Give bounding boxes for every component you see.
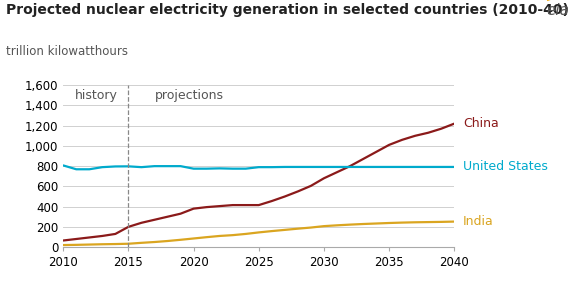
Text: United States: United States <box>463 160 548 174</box>
Text: trillion kilowatthours: trillion kilowatthours <box>6 45 128 59</box>
Text: eia: eia <box>546 3 569 18</box>
Text: projections: projections <box>155 89 224 102</box>
Text: Projected nuclear electricity generation in selected countries (2010-40): Projected nuclear electricity generation… <box>6 3 569 17</box>
Text: India: India <box>463 215 493 228</box>
Text: history: history <box>74 89 117 102</box>
Text: China: China <box>463 117 499 130</box>
